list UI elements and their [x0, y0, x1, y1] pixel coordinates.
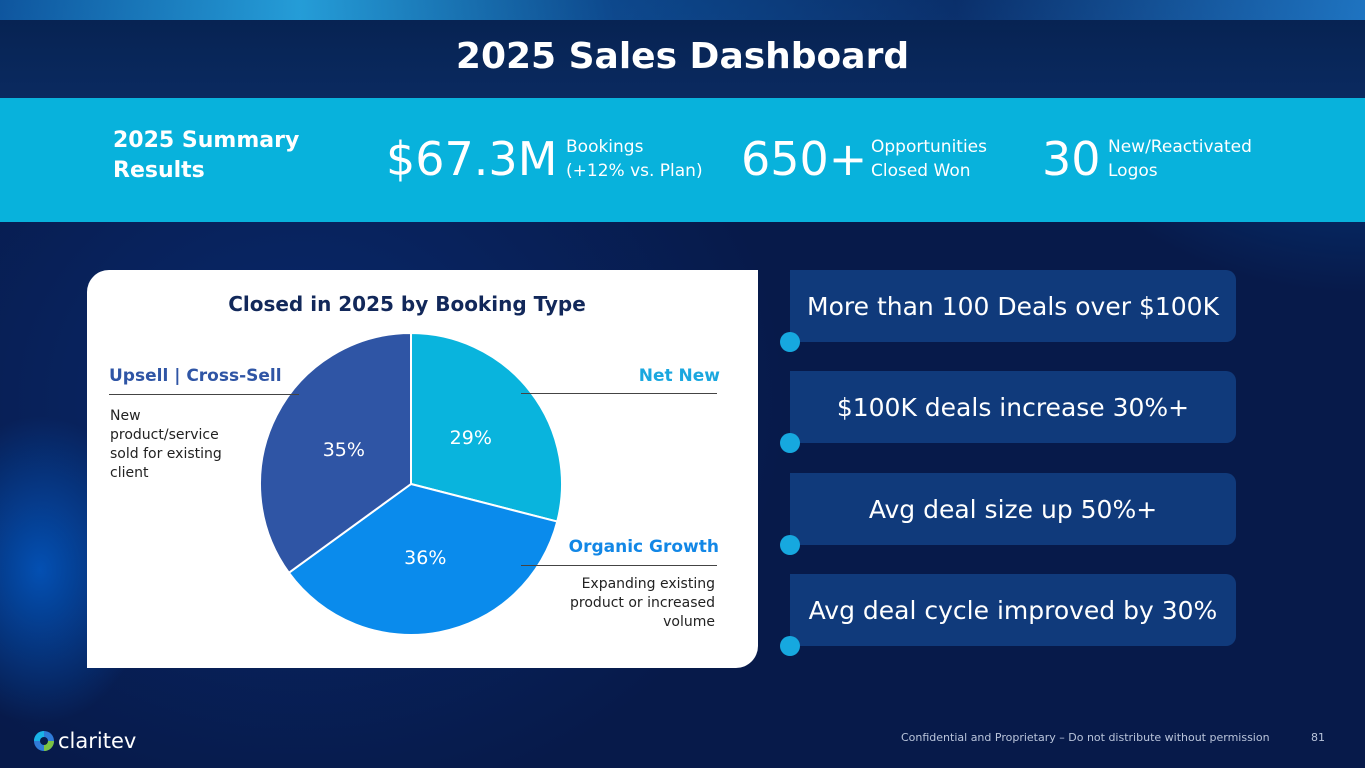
upsell-label: Upsell | Cross-Sell	[109, 366, 282, 386]
upsell-description: New product/service sold for existing cl…	[110, 408, 222, 481]
kpi-bookings-caption: Bookings (+12% vs. Plan)	[566, 135, 703, 183]
kpi-logos-value: 30	[1042, 132, 1101, 186]
net-new-label: Net New	[638, 366, 720, 386]
kpi-opportunities-value: 650+	[741, 132, 868, 186]
pie-slice-upsell	[259, 331, 412, 575]
chart-title: Closed in 2025 by Booking Type	[228, 292, 586, 316]
organic-growth-rule	[521, 565, 717, 566]
page-title: 2025 Sales Dashboard	[455, 36, 910, 77]
organic-growth-label: Organic Growth	[568, 537, 719, 557]
claritev-logo-icon	[34, 731, 54, 751]
kpi-opportunities-line2: Closed Won	[871, 161, 971, 181]
upsell-rule	[109, 394, 299, 395]
highlight-deal-size: Avg deal size up 50%+	[790, 473, 1236, 545]
upsell-percent: 35%	[322, 438, 365, 461]
summary-label: 2025 Summary Results	[113, 128, 300, 183]
highlight-bullet-2	[780, 433, 800, 453]
kpi-bookings-value: $67.3M	[386, 132, 558, 186]
pie-chart-card: Closed in 2025 by Booking Type Upsell | …	[87, 270, 758, 668]
highlight-bullet-3	[780, 535, 800, 555]
logo-wordmark: claritev	[58, 729, 137, 753]
net-new-rule	[521, 393, 717, 394]
highlight-bullet-4	[780, 636, 800, 656]
pie-slice-net-new	[410, 331, 563, 523]
kpi-logos-caption: New/Reactivated Logos	[1108, 135, 1252, 183]
kpi-opportunities-line1: Opportunities	[871, 137, 987, 157]
title-bar	[0, 0, 1365, 98]
highlight-bullet-1	[780, 332, 800, 352]
highlight-100k-increase: $100K deals increase 30%+	[790, 371, 1236, 443]
pie-chart	[259, 331, 563, 636]
organic-growth-percent: 36%	[404, 547, 447, 570]
kpi-logos-line1: New/Reactivated	[1108, 137, 1252, 157]
pie-slice-organic-growth	[287, 482, 559, 636]
title-bar-glow	[0, 0, 1365, 20]
highlight-deal-cycle: Avg deal cycle improved by 30%	[790, 574, 1236, 646]
net-new-percent: 29%	[449, 426, 492, 449]
organic-growth-description: Expanding existing product or increased …	[570, 576, 715, 630]
kpi-bookings-line1: Bookings	[566, 137, 644, 157]
kpi-logos-line2: Logos	[1108, 161, 1158, 181]
summary-banner: 2025 Summary Results $67.3M Bookings (+1…	[0, 98, 1365, 222]
kpi-bookings-line2: (+12% vs. Plan)	[566, 161, 703, 181]
page-number: 81	[1311, 731, 1325, 744]
confidential-notice: Confidential and Proprietary – Do not di…	[901, 731, 1270, 744]
highlight-deals-over-100k: More than 100 Deals over $100K	[790, 270, 1236, 342]
pie-slices	[259, 331, 563, 636]
kpi-opportunities-caption: Opportunities Closed Won	[871, 135, 987, 183]
company-logo: claritev	[34, 729, 136, 753]
